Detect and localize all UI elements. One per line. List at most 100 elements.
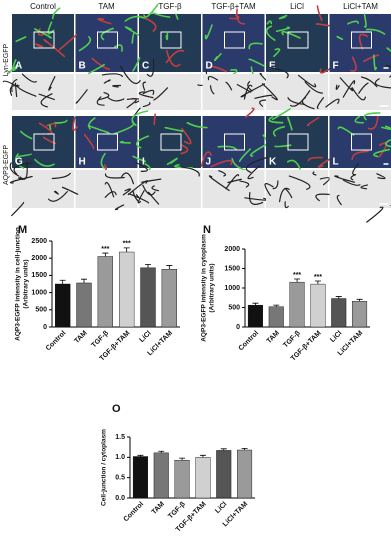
bar <box>331 298 347 328</box>
cell-outline <box>218 170 227 177</box>
bar <box>247 304 263 328</box>
cell-outline <box>268 116 284 124</box>
panel-letter: G <box>15 157 23 168</box>
cell-outline <box>227 178 242 184</box>
cell-outline <box>351 150 369 160</box>
cell-outline <box>316 5 323 21</box>
bar <box>55 283 71 328</box>
cell-outline <box>248 191 264 205</box>
micrograph <box>139 170 201 208</box>
y-tick-label: 500 <box>35 307 47 314</box>
cell-outline <box>266 20 273 25</box>
cell-outline <box>317 156 334 168</box>
cell-outline <box>204 24 213 40</box>
cell-outline <box>18 177 24 181</box>
bar <box>310 283 326 328</box>
micrograph <box>75 116 138 168</box>
cell-outline <box>151 11 171 18</box>
cell-outline <box>124 15 145 22</box>
cell-outline <box>336 35 344 41</box>
cell-outline <box>113 121 135 135</box>
micrograph <box>139 116 201 168</box>
cell-outline <box>316 97 325 109</box>
cell-outline <box>350 56 357 72</box>
cell-outline <box>72 116 78 131</box>
error-bar <box>199 454 206 458</box>
x-tick-label: TAM <box>73 330 88 345</box>
panel-letter: F <box>333 61 339 72</box>
cell-outline <box>180 144 189 155</box>
cell-outline <box>288 175 311 190</box>
cell-outline <box>366 206 384 223</box>
y-tick-label: 2000 <box>31 255 47 262</box>
cell-outline <box>225 174 240 190</box>
cell-outline <box>365 28 386 35</box>
bar <box>268 306 284 328</box>
cell-outline <box>236 8 246 25</box>
micrograph <box>329 116 391 168</box>
error-bar <box>220 448 227 451</box>
cell-outline <box>284 187 293 199</box>
cell-outline <box>334 175 356 183</box>
bar <box>132 456 148 499</box>
panel-letter: J <box>206 157 212 168</box>
cell-outline <box>360 76 378 88</box>
zoom-box <box>33 133 55 151</box>
cell-outline <box>53 190 59 195</box>
column-header: LiCl+TAM <box>343 2 378 11</box>
chart-letter: M <box>18 224 27 236</box>
cell-outline <box>164 126 184 132</box>
cell-outline <box>34 158 55 167</box>
y-tick-label: 2000 <box>224 246 240 253</box>
cell-outline <box>151 185 160 192</box>
cell-outline <box>275 26 291 33</box>
y-tick-label: 0.5 <box>115 475 125 482</box>
cell-outline <box>119 140 131 144</box>
bar <box>216 450 232 499</box>
cell-outline <box>208 175 230 192</box>
cell-outline <box>128 193 150 204</box>
y-tick-label: 500 <box>228 304 240 311</box>
cell-outline <box>297 74 317 88</box>
cell-outline <box>11 201 25 217</box>
cell-outline <box>126 98 137 109</box>
cell-outline <box>281 30 301 39</box>
zoom-box <box>160 31 182 49</box>
cell-outline <box>38 93 55 101</box>
panel-letter: H <box>79 157 86 168</box>
cell-outline <box>231 157 247 172</box>
cell-outline <box>287 97 305 105</box>
bar <box>352 301 368 328</box>
error-bar <box>137 454 144 457</box>
cell-outline <box>14 82 18 98</box>
error-bar <box>123 247 130 253</box>
y-axis-label: AQP3-EGFP intensity in cell-junction <box>15 227 22 341</box>
cell-outline <box>48 76 56 91</box>
y-tick-label: 2500 <box>31 238 47 245</box>
error-bar <box>356 298 363 302</box>
cell-outline <box>272 125 286 137</box>
column-header: TGF-β <box>158 2 182 11</box>
cell-outline <box>339 77 354 92</box>
cell-outline <box>120 65 141 85</box>
cell-outline <box>247 165 261 180</box>
y-axis-label: AQP3-EGFP intensity in cytoplasm <box>201 234 208 342</box>
row-label: AQP3-EGFP <box>3 145 10 185</box>
x-tick-label: LiCl <box>138 330 152 344</box>
cell-outline <box>273 48 281 58</box>
bar <box>237 449 253 499</box>
cell-outline <box>122 188 132 196</box>
significance: *** <box>123 241 131 248</box>
cell-outline <box>78 36 92 52</box>
cell-outline <box>51 7 61 20</box>
error-bar <box>314 280 321 285</box>
micrograph <box>75 14 138 72</box>
cell-outline <box>319 177 330 186</box>
cell-outline <box>51 172 71 180</box>
cell-outline <box>363 112 381 121</box>
y-tick-label: 1000 <box>224 285 240 292</box>
cell-outline <box>376 173 386 180</box>
x-tick-label: LiCl <box>214 501 228 515</box>
cell-outline <box>113 44 123 52</box>
